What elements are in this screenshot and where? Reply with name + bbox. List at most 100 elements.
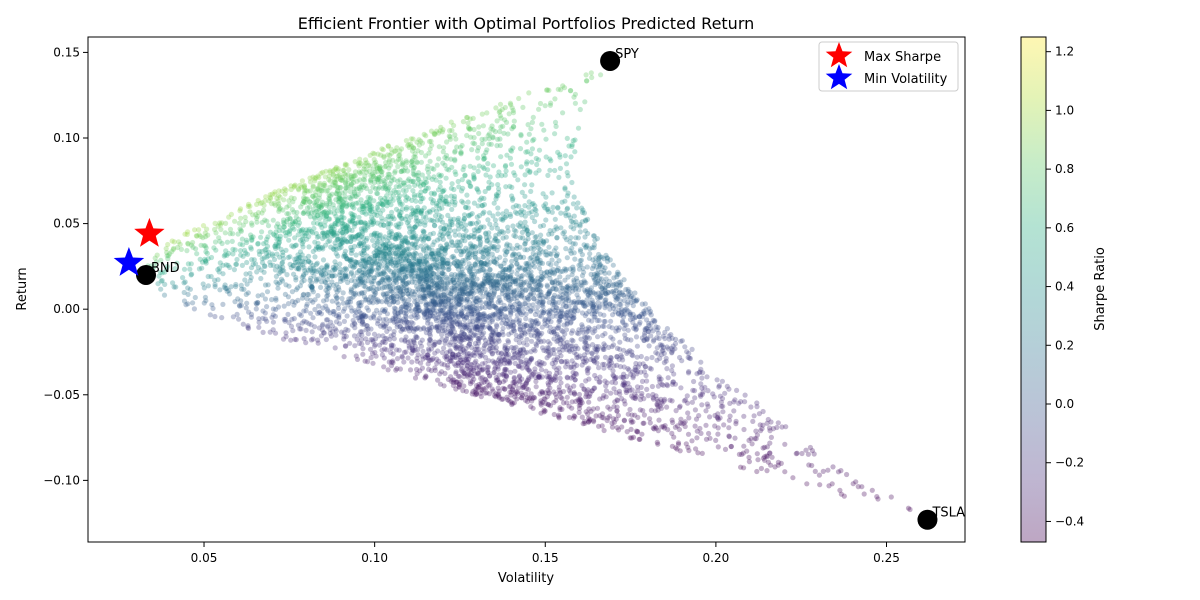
- portfolio-point: [181, 266, 188, 272]
- portfolio-point: [518, 294, 525, 300]
- portfolio-point: [427, 308, 433, 314]
- portfolio-point: [598, 289, 605, 295]
- portfolio-point: [228, 211, 234, 217]
- portfolio-point: [519, 287, 525, 293]
- portfolio-point: [713, 437, 719, 443]
- portfolio-point: [427, 331, 433, 337]
- portfolio-point: [531, 395, 538, 401]
- portfolio-point: [624, 388, 630, 394]
- portfolio-point: [435, 348, 441, 354]
- portfolio-point: [316, 303, 322, 309]
- portfolio-point: [385, 171, 391, 177]
- portfolio-point: [532, 348, 538, 354]
- portfolio-point: [382, 250, 388, 256]
- portfolio-point: [382, 234, 388, 240]
- portfolio-point: [340, 290, 346, 296]
- portfolio-point: [497, 128, 503, 135]
- portfolio-point: [279, 188, 285, 194]
- portfolio-point: [591, 274, 597, 280]
- portfolio-point: [518, 164, 524, 170]
- portfolio-point: [495, 331, 501, 337]
- portfolio-point: [494, 225, 500, 231]
- portfolio-point: [487, 342, 493, 349]
- portfolio-point: [360, 346, 366, 352]
- portfolio-point: [291, 271, 297, 277]
- portfolio-point: [448, 294, 454, 301]
- portfolio-point: [581, 210, 588, 216]
- portfolio-point: [433, 177, 439, 183]
- portfolio-point: [487, 313, 493, 319]
- portfolio-point: [196, 266, 202, 272]
- portfolio-point: [469, 314, 475, 320]
- portfolio-point: [543, 136, 549, 142]
- portfolio-point: [436, 275, 442, 281]
- portfolio-point: [589, 388, 596, 394]
- portfolio-point: [545, 387, 551, 393]
- portfolio-point: [599, 414, 605, 421]
- portfolio-point: [425, 277, 431, 283]
- portfolio-point: [632, 290, 638, 296]
- portfolio-point: [417, 221, 423, 227]
- portfolio-point: [477, 367, 483, 373]
- portfolio-point: [449, 181, 455, 187]
- portfolio-point: [625, 411, 631, 417]
- portfolio-point: [312, 215, 318, 221]
- portfolio-point: [602, 305, 608, 311]
- portfolio-point: [577, 223, 583, 229]
- portfolio-point: [869, 487, 875, 493]
- portfolio-point: [458, 310, 464, 316]
- portfolio-point: [583, 378, 589, 384]
- portfolio-point: [372, 253, 378, 259]
- portfolio-point: [553, 261, 559, 267]
- portfolio-point: [599, 411, 606, 417]
- portfolio-point: [463, 228, 469, 234]
- portfolio-point: [390, 197, 396, 203]
- portfolio-point: [295, 322, 301, 328]
- portfolio-point: [269, 251, 275, 257]
- portfolio-point: [368, 255, 374, 261]
- portfolio-point: [248, 232, 254, 238]
- portfolio-point: [553, 224, 559, 230]
- portfolio-point: [499, 287, 505, 293]
- portfolio-point: [544, 282, 550, 288]
- portfolio-point: [543, 293, 549, 299]
- portfolio-point: [590, 330, 596, 336]
- portfolio-point: [607, 361, 613, 367]
- portfolio-point: [749, 441, 755, 447]
- portfolio-point: [569, 358, 575, 364]
- portfolio-point: [535, 275, 541, 281]
- portfolio-point: [655, 441, 661, 447]
- portfolio-point: [326, 204, 332, 210]
- portfolio-point: [496, 169, 502, 175]
- portfolio-point: [377, 310, 383, 316]
- portfolio-point: [565, 274, 571, 280]
- portfolio-point: [337, 261, 343, 267]
- portfolio-point: [568, 88, 574, 94]
- portfolio-point: [523, 287, 529, 293]
- portfolio-point: [410, 162, 416, 168]
- portfolio-point: [590, 257, 596, 263]
- portfolio-point: [419, 365, 425, 371]
- portfolio-point: [568, 364, 575, 370]
- portfolio-point: [605, 290, 611, 296]
- portfolio-point: [455, 360, 461, 366]
- portfolio-point: [601, 318, 607, 325]
- portfolio-point: [172, 266, 178, 272]
- portfolio-point: [552, 300, 558, 306]
- portfolio-point: [437, 179, 443, 185]
- portfolio-point: [888, 494, 894, 500]
- portfolio-point: [308, 275, 314, 281]
- portfolio-point: [619, 311, 625, 317]
- portfolio-point: [348, 181, 354, 187]
- portfolio-point: [536, 250, 542, 256]
- portfolio-point: [585, 292, 591, 298]
- portfolio-point: [396, 313, 402, 319]
- portfolio-point: [236, 316, 242, 322]
- portfolio-point: [580, 301, 586, 307]
- portfolio-point: [460, 235, 466, 241]
- portfolio-point: [635, 388, 641, 394]
- portfolio-point: [466, 261, 472, 267]
- portfolio-point: [340, 200, 347, 206]
- portfolio-point: [588, 70, 594, 76]
- portfolio-point: [564, 291, 570, 297]
